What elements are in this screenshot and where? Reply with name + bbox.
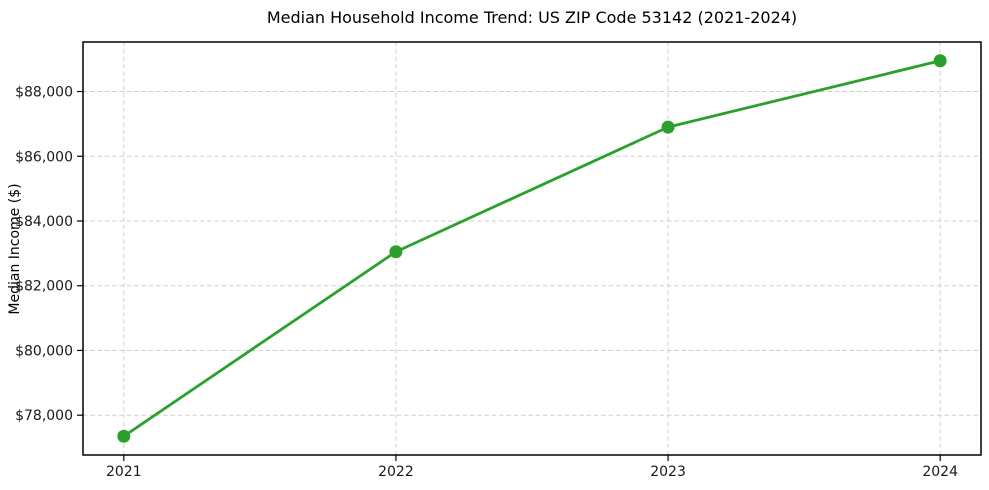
y-tick-label: $82,000	[15, 279, 73, 295]
chart-title: Median Household Income Trend: US ZIP Co…	[266, 8, 798, 27]
y-tick-label: $88,000	[15, 85, 73, 101]
y-tick-label: $84,000	[15, 214, 73, 230]
y-tick-label: $78,000	[15, 408, 73, 424]
y-tick-label: $80,000	[15, 343, 73, 359]
data-point-2023	[661, 120, 675, 134]
x-tick-label: 2023	[650, 464, 686, 480]
trend-line	[122, 59, 942, 438]
y-tick-label: $86,000	[15, 149, 73, 165]
data-point-2022	[389, 245, 403, 259]
x-tick-label: 2021	[106, 464, 142, 480]
x-tick-label: 2024	[922, 464, 958, 480]
data-point-2021	[117, 429, 131, 443]
plot-frame	[82, 41, 982, 456]
data-point-2024	[933, 54, 947, 68]
x-tick-label: 2022	[378, 464, 414, 480]
